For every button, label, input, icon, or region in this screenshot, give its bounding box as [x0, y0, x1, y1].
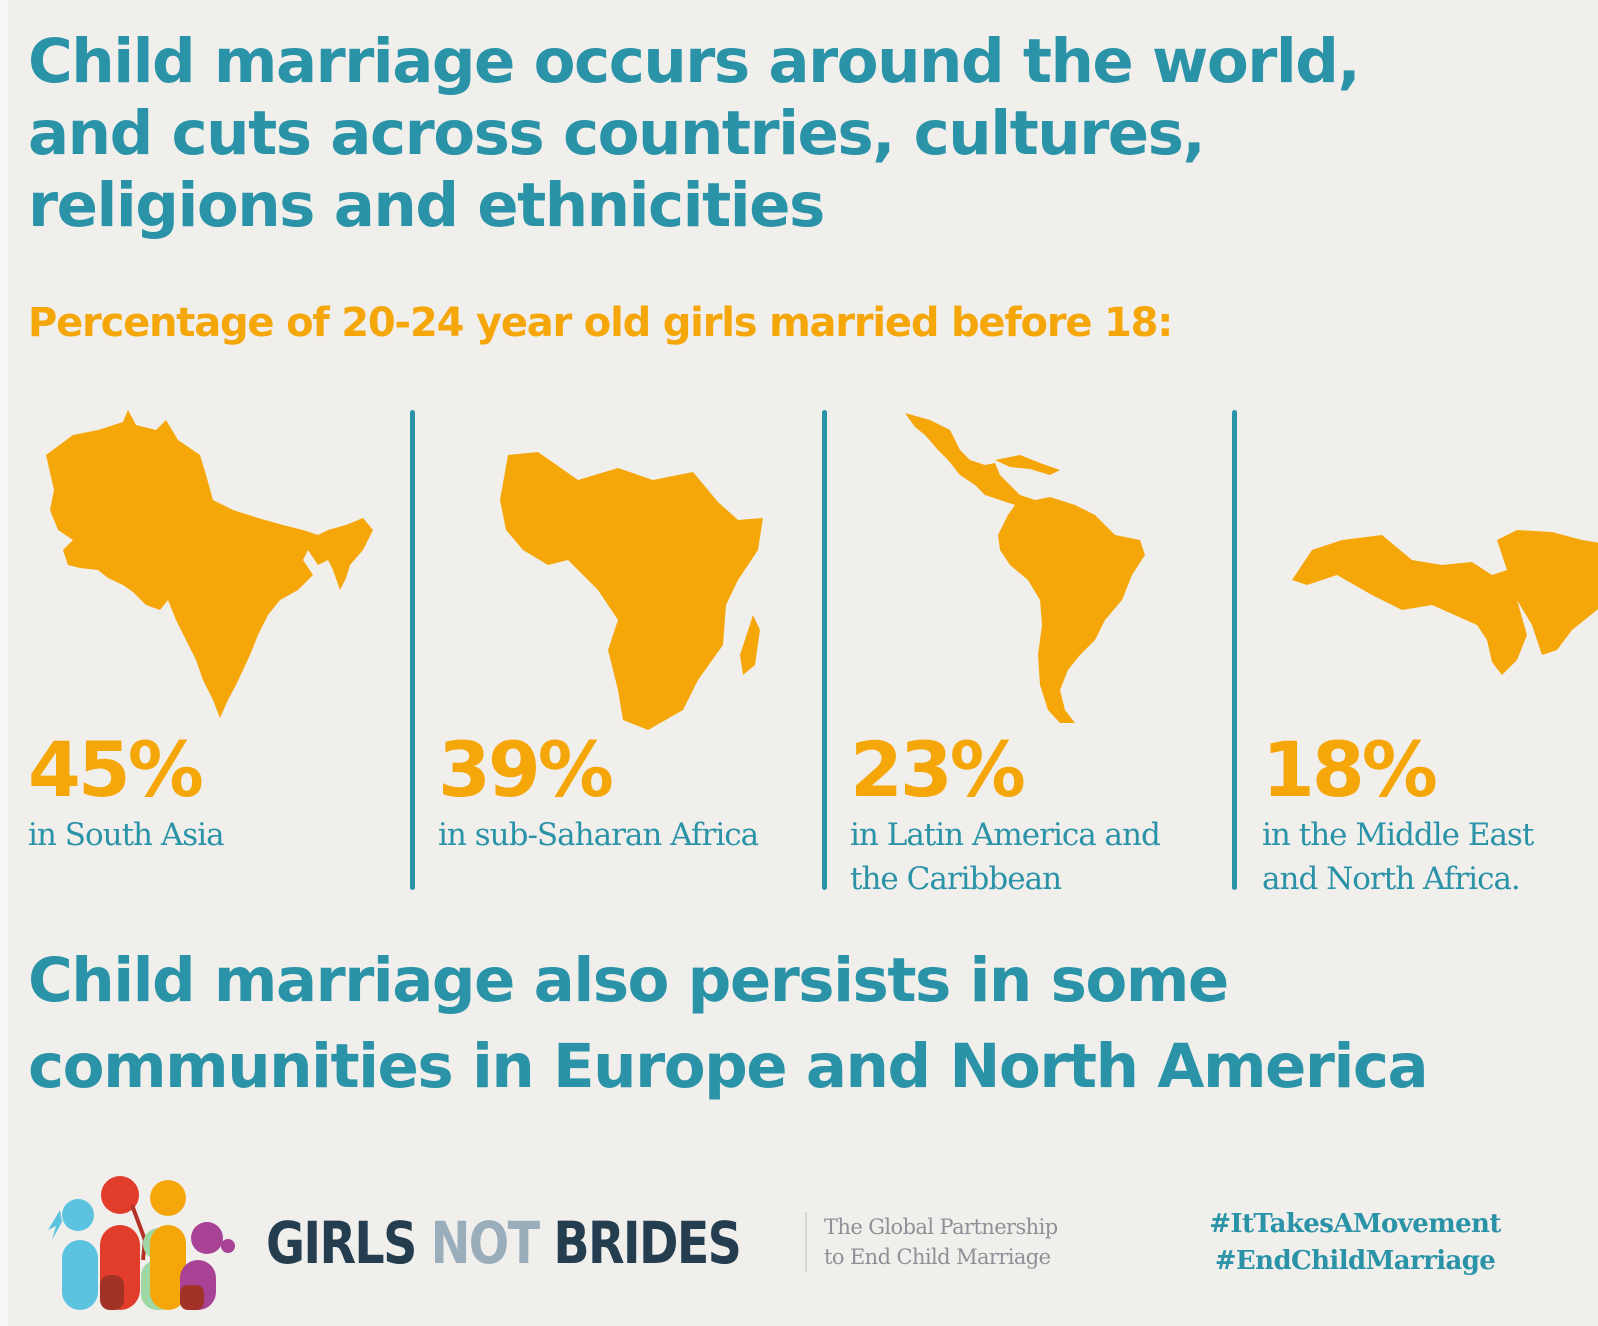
- brand-word-girls: GIRLS: [266, 1209, 417, 1277]
- chart-subtitle: Percentage of 20-24 year old girls marri…: [28, 300, 1173, 346]
- column-divider: [822, 410, 827, 890]
- hashtags: #ItTakesAMovement #EndChildMarriage: [1190, 1206, 1520, 1280]
- stat-label: in Latin America and the Caribbean: [850, 813, 1161, 901]
- hashtag[interactable]: #EndChildMarriage: [1214, 1246, 1496, 1276]
- sub-saharan-africa-map-icon: [500, 452, 763, 730]
- south-asia-map-icon: [46, 410, 373, 718]
- stat-value: 39%: [438, 725, 614, 814]
- latin-america-map-icon: [905, 413, 1145, 723]
- middle-east-north-africa-map-icon: [1292, 530, 1598, 675]
- region-stat-south-asia: 45% in South Asia: [28, 400, 428, 910]
- brand-word-brides: BRIDES: [553, 1209, 742, 1277]
- title-line: Child marriage occurs around the world,: [28, 26, 1361, 97]
- stat-label-line: in the Middle East: [1262, 817, 1534, 853]
- title-line: religions and ethnicities: [28, 170, 825, 241]
- footer: GIRLS NOT BRIDES The Global Partnership …: [0, 1150, 1598, 1326]
- brand-logo-text: GIRLS NOT BRIDES: [266, 1208, 742, 1278]
- left-edge-strip: [0, 0, 8, 1326]
- headline-line: communities in Europe and North America: [28, 1031, 1429, 1102]
- hashtag[interactable]: #ItTakesAMovement: [1209, 1209, 1501, 1239]
- column-divider: [410, 410, 415, 890]
- stat-label: in the Middle East and North Africa.: [1262, 813, 1534, 901]
- region-stat-middle-east-north-africa: 18% in the Middle East and North Africa.: [1262, 400, 1598, 910]
- secondary-headline: Child marriage also persists in some com…: [28, 938, 1429, 1110]
- stat-value: 45%: [28, 725, 204, 814]
- brand-tagline: The Global Partnership to End Child Marr…: [824, 1212, 1058, 1272]
- stat-label-line: the Caribbean: [850, 861, 1062, 897]
- column-divider: [1232, 410, 1237, 890]
- stat-label-line: and North Africa.: [1262, 861, 1521, 897]
- region-stat-latin-america: 23% in Latin America and the Caribbean: [850, 400, 1250, 910]
- brand-divider: [805, 1212, 807, 1272]
- stat-label: in sub-Saharan Africa: [438, 813, 759, 857]
- stat-label-line: in Latin America and: [850, 817, 1161, 853]
- title-line: and cuts across countries, cultures,: [28, 98, 1206, 169]
- headline-line: Child marriage also persists in some: [28, 945, 1229, 1016]
- stat-label-line: in South Asia: [28, 817, 225, 853]
- tagline-line: The Global Partnership: [824, 1215, 1058, 1239]
- brand-word-not: NOT: [430, 1209, 540, 1277]
- stat-value: 18%: [1262, 725, 1438, 814]
- region-stat-sub-saharan-africa: 39% in sub-Saharan Africa: [438, 400, 838, 910]
- stat-label: in South Asia: [28, 813, 225, 857]
- stat-label-line: in sub-Saharan Africa: [438, 817, 759, 853]
- girls-figures-logo-icon: [48, 1176, 235, 1310]
- tagline-line: to End Child Marriage: [824, 1245, 1051, 1269]
- stat-value: 23%: [850, 725, 1026, 814]
- page-title: Child marriage occurs around the world, …: [28, 26, 1361, 242]
